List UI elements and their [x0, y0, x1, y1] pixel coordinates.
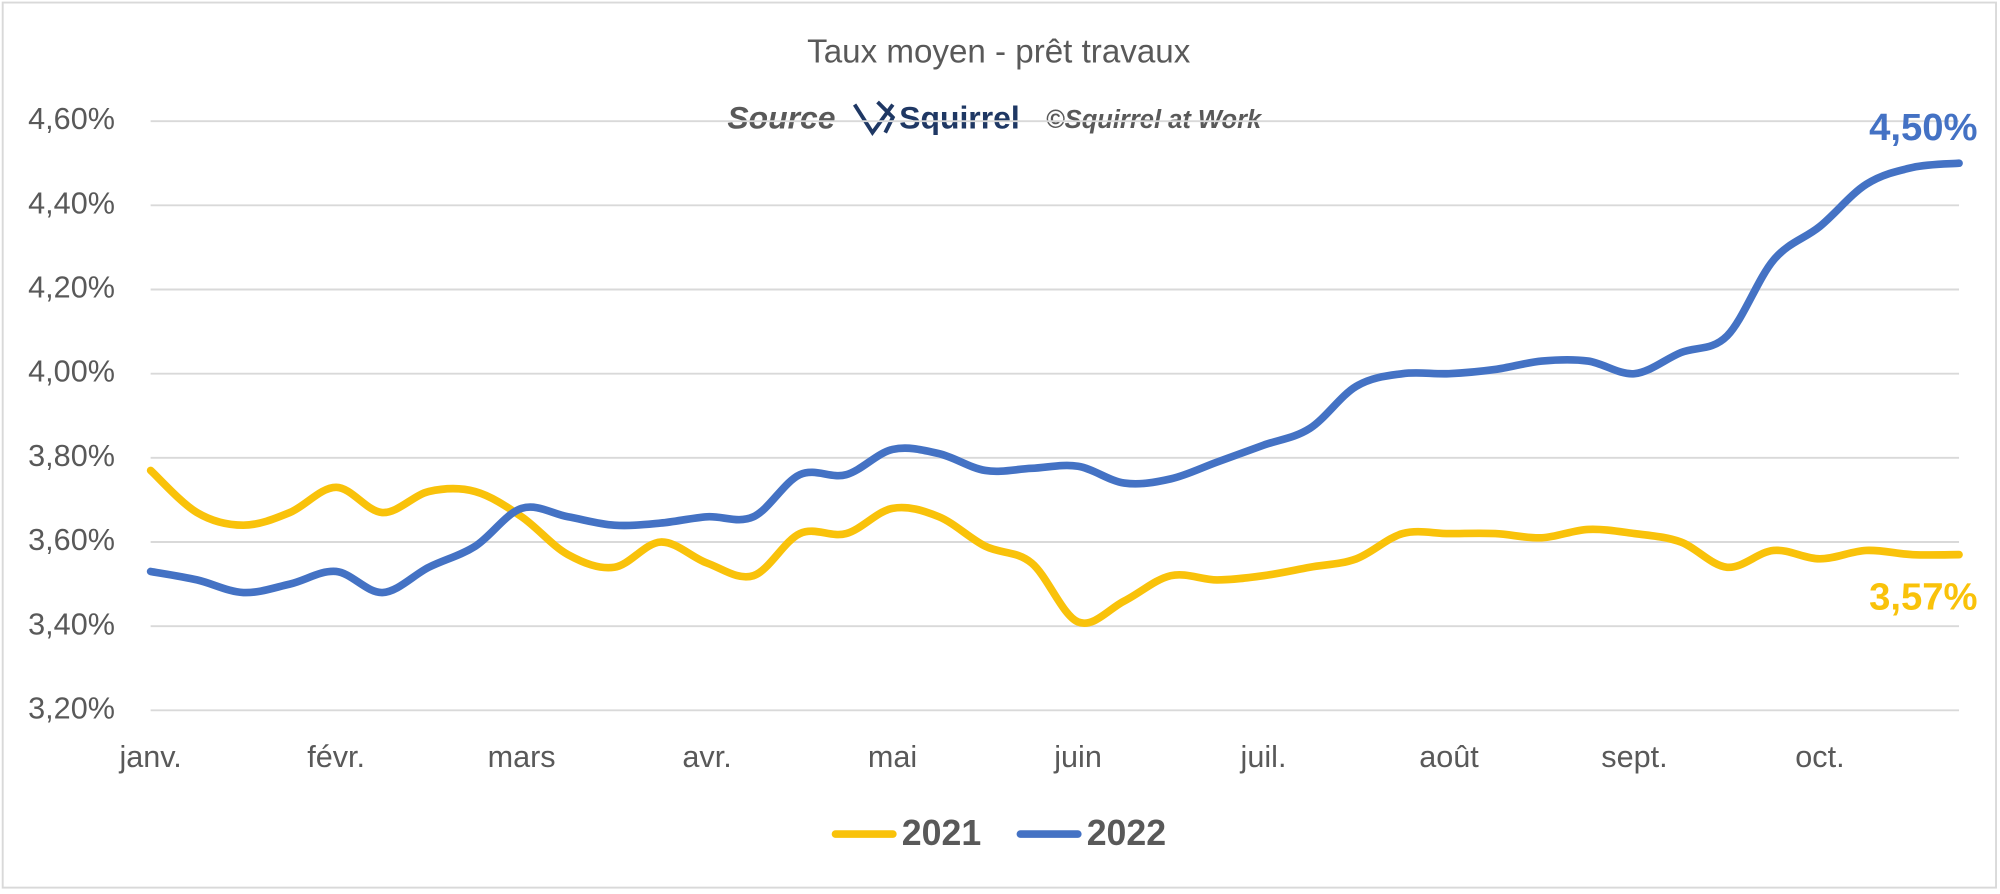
line-series: [146, 159, 1963, 597]
x-tick-label: sept.: [1601, 740, 1667, 774]
y-tick-label: 3,60%: [28, 523, 115, 557]
y-tick-label: 4,20%: [28, 271, 115, 305]
data-label: 3,57%: [1869, 575, 1977, 618]
x-tick-label: juin: [1053, 740, 1102, 774]
logo-text: Squirrel: [899, 99, 1019, 135]
chart-title: Taux moyen - prêt travaux: [807, 33, 1191, 70]
credit: ©Squirrel at Work: [1046, 106, 1263, 134]
y-tick-label: 4,40%: [28, 186, 115, 220]
x-tick-label: janv.: [118, 740, 181, 774]
x-tick-label: oct.: [1795, 740, 1844, 774]
x-tick-label: mai: [868, 740, 917, 774]
legend-label: 2021: [902, 813, 981, 853]
x-tick-label: févr.: [307, 740, 365, 774]
x-tick-label: août: [1419, 740, 1479, 774]
y-tick-label: 3,80%: [28, 439, 115, 473]
line-series: [146, 466, 1963, 627]
x-tick-label: avr.: [682, 740, 731, 774]
data-label: 4,50%: [1869, 106, 1977, 149]
y-tick-label: 4,60%: [28, 102, 115, 136]
y-tick-label: 3,40%: [28, 607, 115, 641]
legend-label: 2022: [1087, 813, 1166, 853]
logo-icon: [852, 100, 896, 137]
x-tick-label: mars: [488, 740, 556, 774]
y-tick-label: 3,20%: [28, 691, 115, 725]
source-label: Source: [727, 99, 835, 135]
x-tick-label: juil.: [1240, 740, 1287, 774]
y-tick-label: 4,00%: [28, 355, 115, 389]
